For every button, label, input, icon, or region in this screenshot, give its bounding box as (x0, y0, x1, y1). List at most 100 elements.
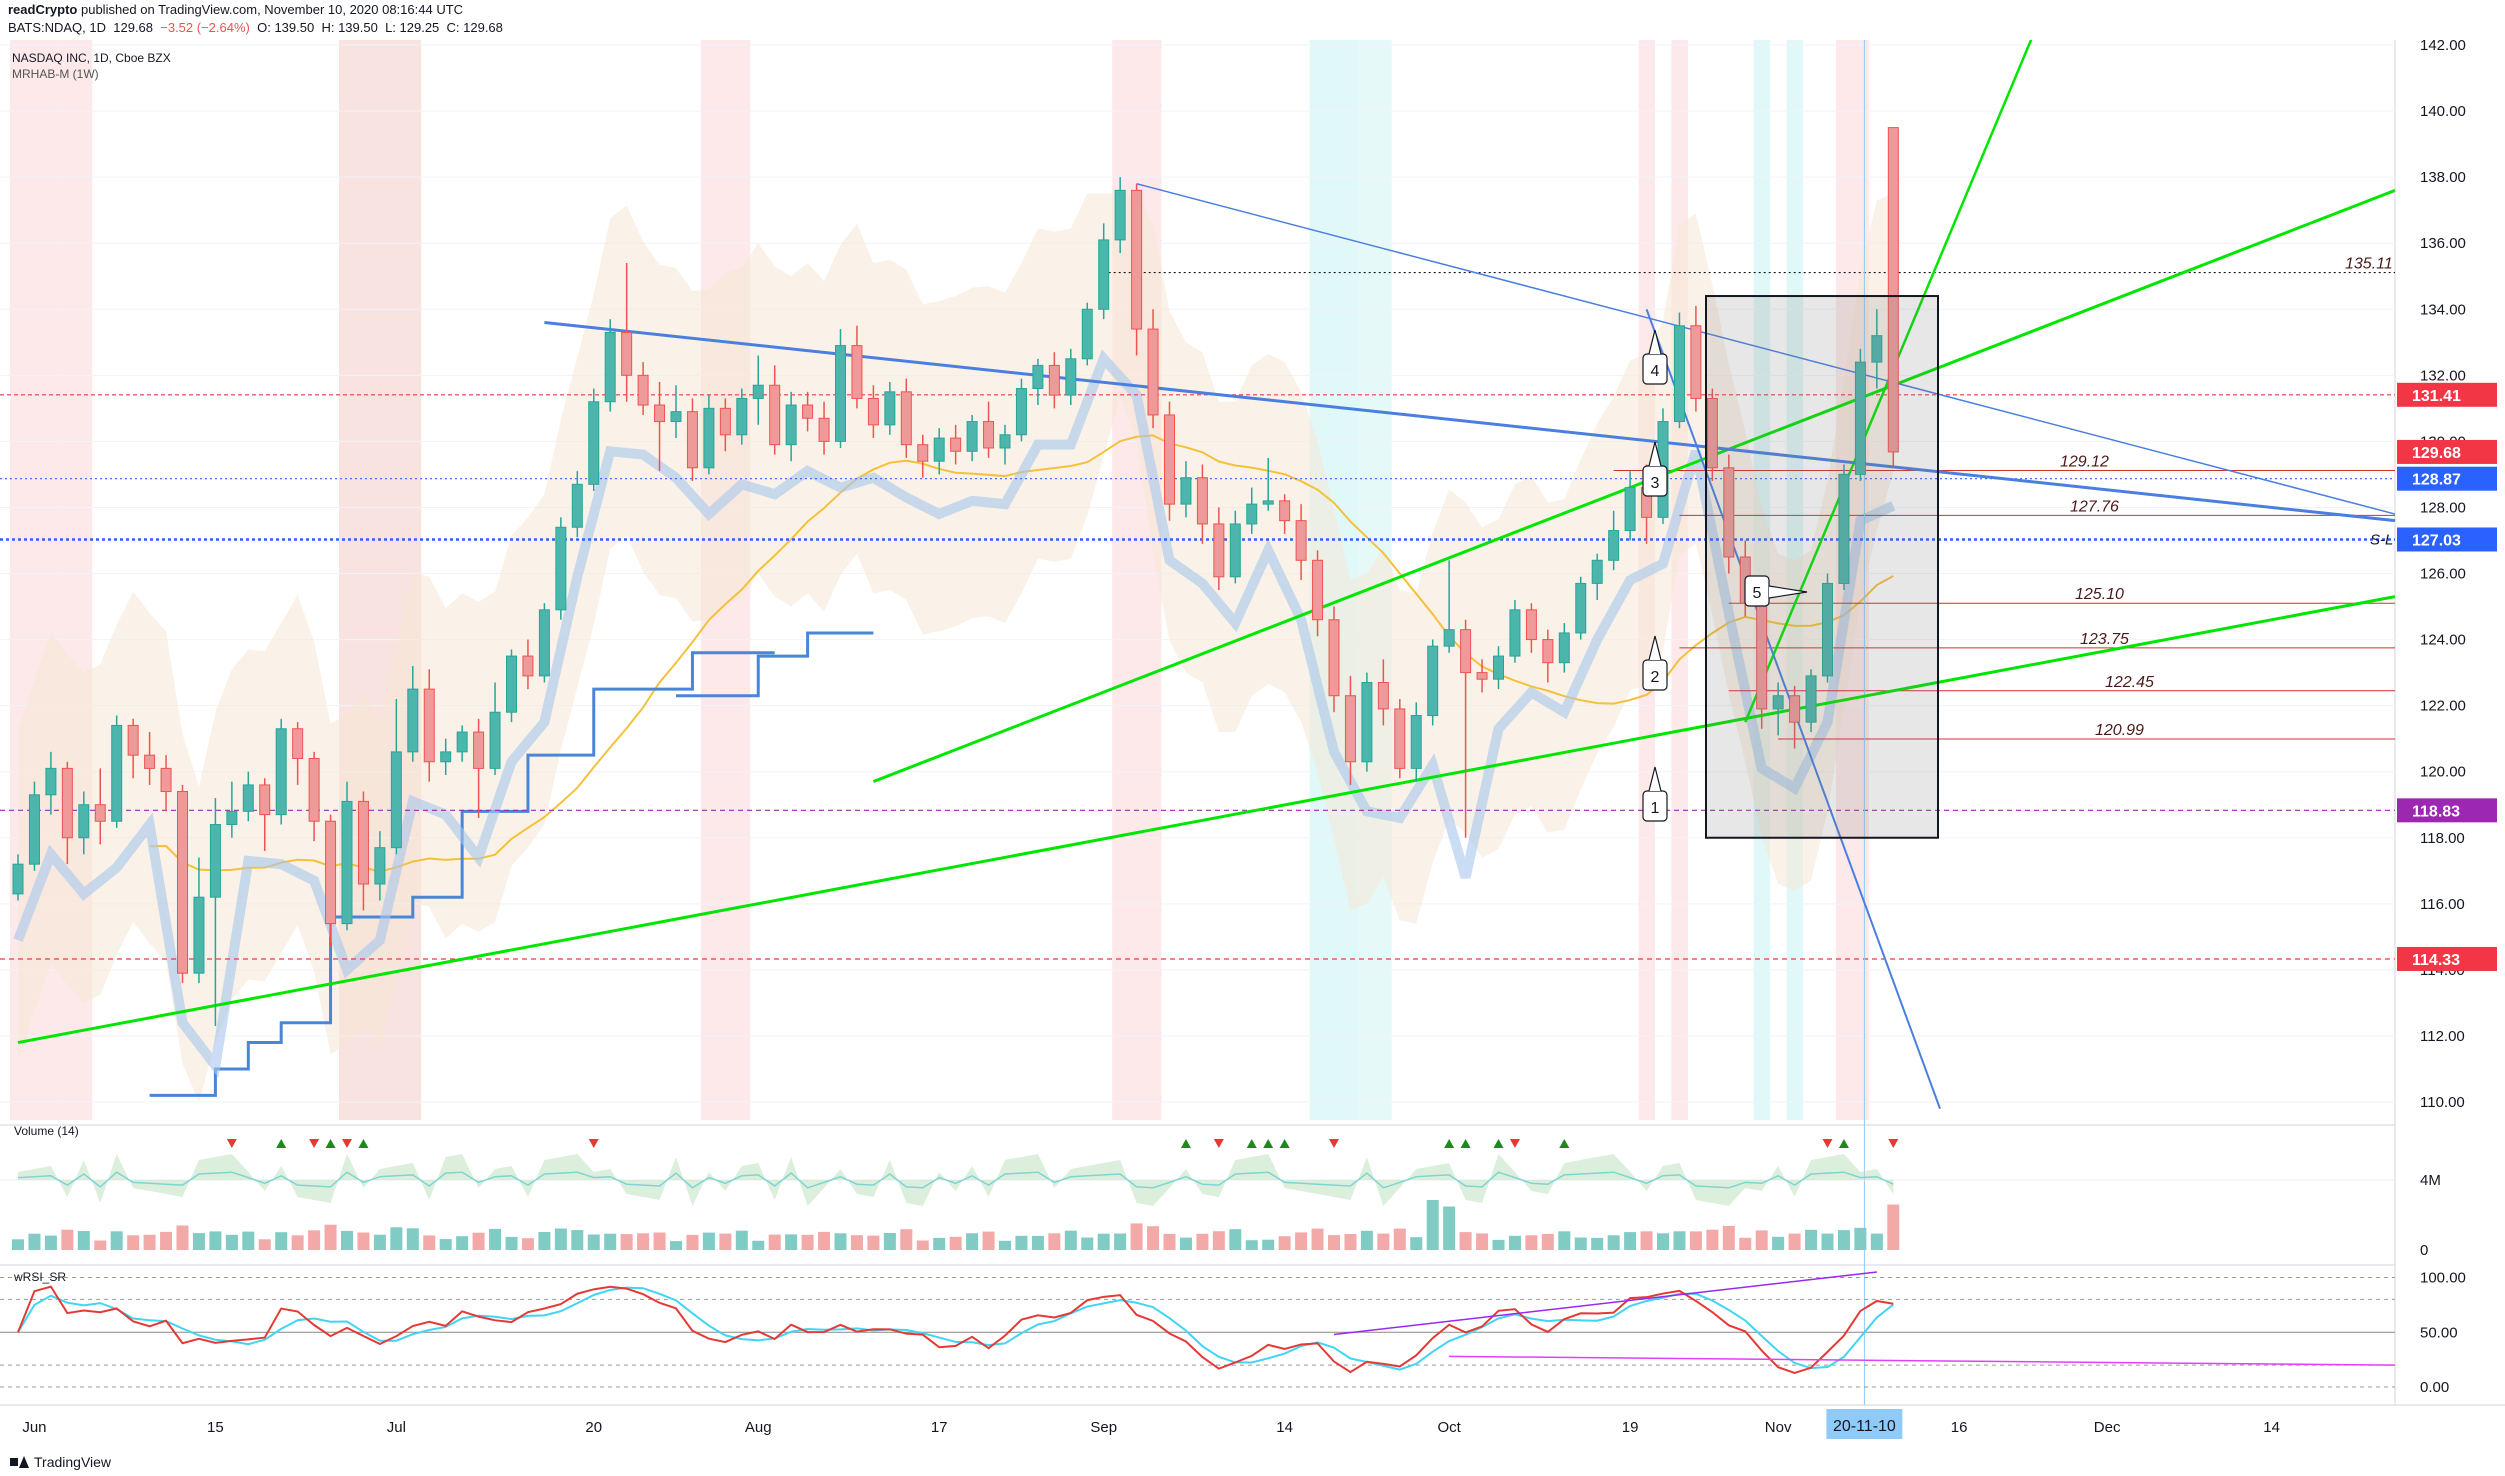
candle-body (703, 407, 715, 469)
candle-body (917, 444, 929, 462)
callout-pointer (1648, 766, 1662, 792)
callout-pointer (1768, 585, 1808, 599)
selection-box[interactable] (1705, 295, 1939, 839)
candle-body (1789, 695, 1801, 723)
buy-signal-marker (358, 1139, 369, 1148)
candle-body (1427, 645, 1439, 717)
candle-body (127, 724, 139, 756)
sell-signal-marker (309, 1139, 320, 1148)
tradingview-logo[interactable]: TradingView (10, 1454, 111, 1470)
buy-signal-marker (1460, 1139, 1471, 1148)
rsi-line (17, 1285, 1894, 1374)
volume-bar (1163, 1233, 1176, 1250)
volume-bar (900, 1229, 913, 1250)
candle (1427, 639, 1439, 726)
volume-bar (1722, 1225, 1735, 1250)
indicator-cloud (13, 193, 1896, 1102)
candle-body (292, 728, 304, 759)
volume-bar (1640, 1231, 1653, 1250)
volume-bar (1706, 1229, 1719, 1250)
candle-body (275, 728, 287, 816)
volume-bar (1805, 1229, 1818, 1250)
candle (193, 857, 205, 984)
time-tick-label: 17 (931, 1419, 948, 1436)
volume-bar (456, 1236, 469, 1250)
volume-bar (999, 1240, 1011, 1250)
candle (769, 365, 781, 455)
volume-bar (472, 1232, 485, 1250)
volume-bar (423, 1235, 436, 1250)
candle (1295, 504, 1307, 581)
publisher-name[interactable]: readCrypto (8, 2, 78, 17)
candle-body (242, 784, 254, 812)
support-trendline-green (17, 595, 2396, 1045)
buy-signal-marker (1444, 1139, 1455, 1148)
candle (12, 854, 24, 901)
candle-body (1065, 358, 1077, 396)
volume-bar (209, 1231, 222, 1250)
candle (28, 781, 40, 871)
rsi-pane (0, 1271, 2396, 1388)
volume-bar (834, 1233, 847, 1250)
volume-bar (61, 1229, 74, 1250)
candle-body (1032, 364, 1044, 390)
candle (160, 755, 172, 812)
buy-signal-marker (325, 1139, 336, 1148)
candle-body (473, 731, 485, 769)
callout-label: 4 (1651, 363, 1660, 380)
candle-body (769, 384, 781, 446)
candle (1542, 629, 1554, 683)
volume-bar (1887, 1204, 1900, 1250)
candle-body (1591, 559, 1603, 584)
candle (473, 718, 485, 818)
candle (670, 385, 682, 439)
candle-body (621, 331, 633, 376)
candle (1509, 599, 1521, 663)
candle (802, 391, 814, 432)
candle (917, 434, 929, 478)
candle (1377, 659, 1389, 726)
price-tick-label: 116.00 (2420, 896, 2465, 913)
volume-bar (1393, 1228, 1406, 1250)
volume-bar (341, 1230, 353, 1250)
candle-body (1624, 487, 1636, 532)
chart-canvas[interactable]: 135.11129.12127.76125.10123.75122.45120.… (0, 40, 2505, 1448)
rsi-signal-line (17, 1286, 1894, 1371)
volume-bar (768, 1234, 781, 1250)
volume-bar (1295, 1232, 1308, 1250)
candle (999, 424, 1011, 465)
callout-3: 3 (1642, 441, 1668, 497)
candle-body (604, 331, 616, 403)
volume-bar (702, 1232, 715, 1250)
candle-body (884, 391, 896, 426)
candle-body (226, 810, 238, 826)
price-tick-label: 126.00 (2420, 566, 2466, 583)
candle-body (1706, 397, 1718, 469)
analysis-box[interactable] (1705, 295, 1939, 839)
candle-body (308, 757, 320, 822)
candle (1213, 507, 1225, 591)
candle-body (259, 784, 271, 816)
volume-bar (1624, 1232, 1637, 1250)
rising-trendline-green (872, 188, 2396, 783)
volume-bar (143, 1234, 156, 1250)
candle (1262, 457, 1274, 511)
level-label: 122.45 (2105, 674, 2154, 691)
candle (1723, 454, 1735, 574)
candle (736, 388, 748, 445)
candle (259, 778, 271, 851)
sell-signal-marker (1888, 1139, 1899, 1148)
volume-bar (686, 1234, 699, 1250)
sell-signal-marker (342, 1139, 352, 1148)
time-axis[interactable]: Jun 15 Jul 20 Aug 17 Sep 14 Oct 19 Nov 16 Dec 14 20-11… (22, 1409, 2280, 1439)
price-axis[interactable]: 110.00112.00114.00116.00118.00120.00122.… (2397, 40, 2497, 1396)
candle-body (1887, 127, 1899, 453)
buy-signal-marker (1263, 1139, 1274, 1148)
candle-body (506, 655, 517, 713)
candle (851, 325, 863, 409)
candle-body (1262, 500, 1274, 505)
time-tick-label: 16 (1951, 1419, 1968, 1436)
volume-bar (867, 1235, 880, 1250)
sell-signal-marker (1822, 1139, 1833, 1148)
candle-body (752, 384, 764, 399)
